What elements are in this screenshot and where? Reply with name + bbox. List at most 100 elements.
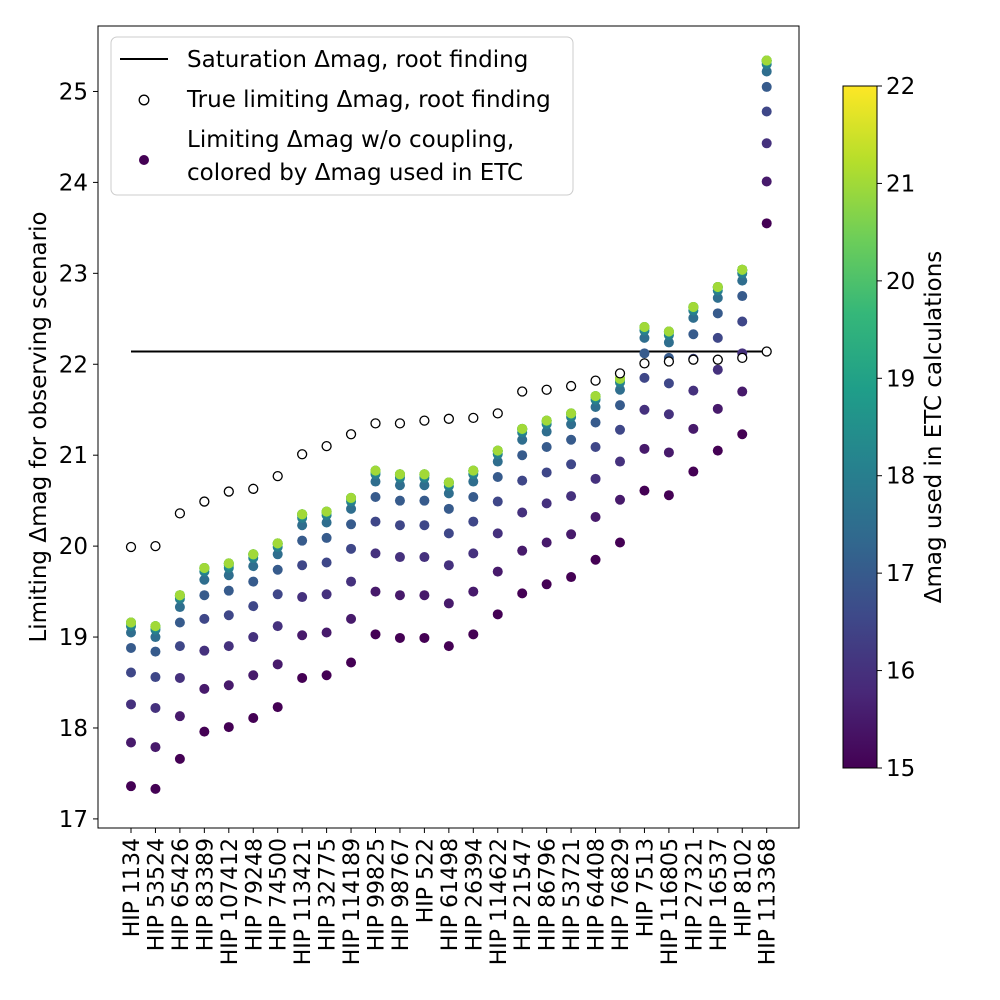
no-coupling-point: [394, 495, 405, 506]
no-coupling-point: [590, 473, 601, 484]
x-tick-label: HIP 76829: [609, 838, 634, 951]
y-tick-label: 23: [59, 261, 88, 287]
no-coupling-point: [346, 503, 357, 514]
no-coupling-point: [615, 400, 625, 411]
true-limiting-point: [639, 358, 650, 369]
no-coupling-point: [492, 456, 503, 467]
true-limiting-point: [174, 508, 186, 519]
no-coupling-point: [639, 485, 650, 496]
no-coupling-point: [615, 424, 625, 435]
no-coupling-point: [248, 561, 259, 572]
colorbar: 15 16 17 18 19 20 21 22 Δmag used in ETC calcul…: [842, 74, 947, 782]
no-coupling-point: [419, 469, 430, 480]
x-tick-label: HIP 7513: [633, 838, 658, 937]
true-limiting-point: [590, 375, 601, 386]
no-coupling-point: [297, 592, 308, 603]
true-limiting-point: [614, 368, 626, 379]
no-coupling-point: [517, 475, 528, 486]
true-limiting-point: [443, 413, 455, 424]
no-coupling-point: [199, 683, 210, 694]
no-coupling-point: [272, 589, 283, 600]
no-coupling-point: [688, 312, 699, 323]
x-tick-label: HIP 26394: [462, 838, 487, 951]
no-coupling-point: [761, 176, 772, 187]
no-coupling-point: [370, 548, 381, 559]
no-coupling-point: [541, 498, 552, 509]
no-coupling-point: [492, 445, 503, 456]
no-coupling-point: [639, 348, 650, 359]
true-limiting-point: [321, 440, 332, 452]
legend-no-coupling-label-line1: Limiting Δmag w/o coupling,: [187, 127, 514, 153]
true-limiting-point: [517, 386, 528, 397]
no-coupling-point: [126, 617, 136, 628]
x-tick-label: HIP 114189: [340, 838, 365, 965]
y-tick-label: 18: [59, 716, 88, 742]
no-coupling-point: [566, 491, 577, 502]
true-limiting-point: [370, 418, 381, 429]
no-coupling-point: [492, 496, 503, 507]
no-coupling-point: [272, 564, 283, 575]
no-coupling-point: [174, 641, 185, 652]
true-limiting-point: [492, 408, 503, 419]
no-coupling-point: [272, 702, 283, 713]
no-coupling-point: [517, 434, 528, 445]
no-coupling-point: [297, 520, 308, 531]
colorbar-gradient: [843, 86, 877, 768]
x-tick-label: HIP 21547: [511, 838, 536, 951]
no-coupling-point: [737, 316, 748, 327]
no-coupling-point: [443, 560, 454, 571]
x-tick-label: HIP 32775: [316, 838, 341, 951]
no-coupling-point: [639, 372, 650, 383]
no-coupling-point: [688, 329, 699, 340]
colorbar-ticks: 15 16 17 18 19 20 21 22: [877, 74, 915, 782]
no-coupling-point: [248, 670, 259, 681]
no-coupling-point: [223, 641, 234, 652]
no-coupling-point: [297, 535, 308, 546]
no-coupling-point: [443, 477, 454, 488]
no-coupling-point: [712, 292, 723, 303]
no-coupling-point: [174, 590, 185, 601]
y-axis-label: Limiting Δmag for observing scenario: [26, 211, 52, 642]
no-coupling-point: [688, 423, 699, 434]
colorbar-tick-label: 21: [886, 171, 915, 197]
true-limiting-point: [688, 354, 699, 365]
no-coupling-point: [199, 562, 210, 573]
no-coupling-point: [590, 391, 601, 402]
true-limiting-point: [248, 483, 259, 494]
legend-no-coupling-label-line2: colored by Δmag used in ETC: [187, 160, 523, 186]
no-coupling-point: [468, 548, 479, 559]
no-coupling-point: [443, 641, 454, 652]
no-coupling-point: [517, 423, 528, 434]
no-coupling-point: [517, 545, 528, 556]
legend-frame: [110, 36, 574, 196]
no-coupling-point: [321, 532, 332, 543]
no-coupling-point: [248, 601, 259, 612]
no-coupling-point: [150, 783, 161, 794]
no-coupling-point: [346, 657, 357, 668]
true-limiting-point: [541, 384, 552, 395]
x-tick-label: HIP 522: [413, 838, 438, 923]
true-limiting-point: [199, 496, 210, 507]
no-coupling-point: [297, 630, 308, 641]
no-coupling-point: [321, 517, 332, 528]
no-coupling-point: [663, 409, 674, 420]
no-coupling-point: [761, 138, 772, 149]
no-coupling-point: [370, 465, 381, 476]
no-coupling-point: [712, 332, 723, 343]
no-coupling-point: [663, 490, 674, 501]
no-coupling-point: [712, 364, 723, 375]
no-coupling-point: [199, 726, 210, 737]
true-limiting-point: [345, 429, 357, 440]
no-coupling-point: [541, 579, 552, 590]
no-coupling-point: [541, 442, 552, 453]
no-coupling-point: [321, 557, 332, 568]
no-coupling-point: [394, 520, 405, 531]
true-limiting-point: [150, 540, 161, 552]
no-coupling-point: [443, 503, 454, 514]
y-tick-label: 17: [59, 807, 88, 833]
no-coupling-point: [199, 590, 210, 601]
no-coupling-point: [566, 459, 577, 470]
no-coupling-point: [688, 301, 699, 312]
no-coupling-point: [346, 492, 357, 503]
no-coupling-point: [566, 572, 577, 583]
